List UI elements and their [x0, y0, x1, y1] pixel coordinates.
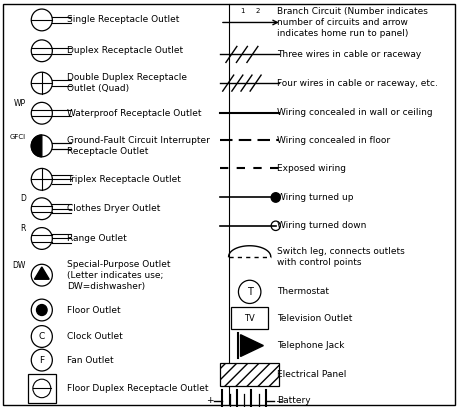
Text: WP: WP — [14, 99, 26, 108]
Text: Thermostat: Thermostat — [277, 287, 329, 296]
Text: Telephone Jack: Telephone Jack — [277, 341, 345, 350]
Text: Floor Duplex Receptacle Outlet: Floor Duplex Receptacle Outlet — [67, 384, 209, 393]
Text: Wiring turned down: Wiring turned down — [277, 221, 366, 230]
Text: 1: 1 — [241, 9, 245, 15]
Text: Television Outlet: Television Outlet — [277, 314, 353, 323]
Text: Triplex Receptacle Outlet: Triplex Receptacle Outlet — [67, 175, 181, 184]
Bar — [231, 308, 268, 329]
Text: +: + — [206, 396, 213, 405]
Text: Duplex Receptacle Outlet: Duplex Receptacle Outlet — [67, 46, 183, 55]
Text: Four wires in cable or raceway, etc.: Four wires in cable or raceway, etc. — [277, 79, 438, 88]
Text: Wiring turned up: Wiring turned up — [277, 193, 354, 202]
Polygon shape — [31, 135, 42, 157]
Text: DW: DW — [12, 261, 26, 270]
Text: Wiring concealed in wall or ceiling: Wiring concealed in wall or ceiling — [277, 108, 433, 117]
Ellipse shape — [271, 193, 280, 202]
Text: GFCI: GFCI — [9, 135, 26, 140]
Ellipse shape — [36, 304, 47, 315]
Text: Floor Outlet: Floor Outlet — [67, 306, 120, 315]
Text: Clothes Dryer Outlet: Clothes Dryer Outlet — [67, 204, 160, 213]
Text: −: − — [275, 396, 283, 405]
Polygon shape — [35, 267, 49, 279]
Bar — [220, 363, 279, 386]
Text: Ground-Fault Circuit Interrupter
Receptacle Outlet: Ground-Fault Circuit Interrupter Recepta… — [67, 136, 210, 156]
Text: Switch leg, connects outlets
with control points: Switch leg, connects outlets with contro… — [277, 246, 405, 267]
Text: Wiring concealed in floor: Wiring concealed in floor — [277, 136, 390, 145]
Text: Double Duplex Receptacle
Outlet (Quad): Double Duplex Receptacle Outlet (Quad) — [67, 73, 187, 93]
Text: Single Receptacle Outlet: Single Receptacle Outlet — [67, 16, 179, 24]
Text: TV: TV — [244, 314, 255, 323]
Text: C: C — [39, 332, 45, 341]
Text: Fan Outlet: Fan Outlet — [67, 356, 114, 365]
Text: Clock Outlet: Clock Outlet — [67, 332, 123, 341]
Text: T: T — [247, 287, 253, 297]
Polygon shape — [240, 335, 264, 357]
Text: Branch Circuit (Number indicates
number of circuits and arrow
indicates home run: Branch Circuit (Number indicates number … — [277, 7, 428, 38]
Text: 2: 2 — [255, 9, 260, 15]
Text: Range Outlet: Range Outlet — [67, 234, 127, 243]
Text: Waterproof Receptacle Outlet: Waterproof Receptacle Outlet — [67, 109, 201, 118]
Text: Electrical Panel: Electrical Panel — [277, 370, 346, 379]
Text: F: F — [39, 356, 45, 365]
Text: Exposed wiring: Exposed wiring — [277, 164, 346, 173]
Text: Battery: Battery — [277, 396, 311, 405]
Text: Special-Purpose Outlet
(Letter indicates use;
DW=dishwasher): Special-Purpose Outlet (Letter indicates… — [67, 259, 171, 291]
Text: Three wires in cable or raceway: Three wires in cable or raceway — [277, 50, 421, 59]
Text: D: D — [20, 194, 26, 203]
Text: R: R — [20, 224, 26, 233]
